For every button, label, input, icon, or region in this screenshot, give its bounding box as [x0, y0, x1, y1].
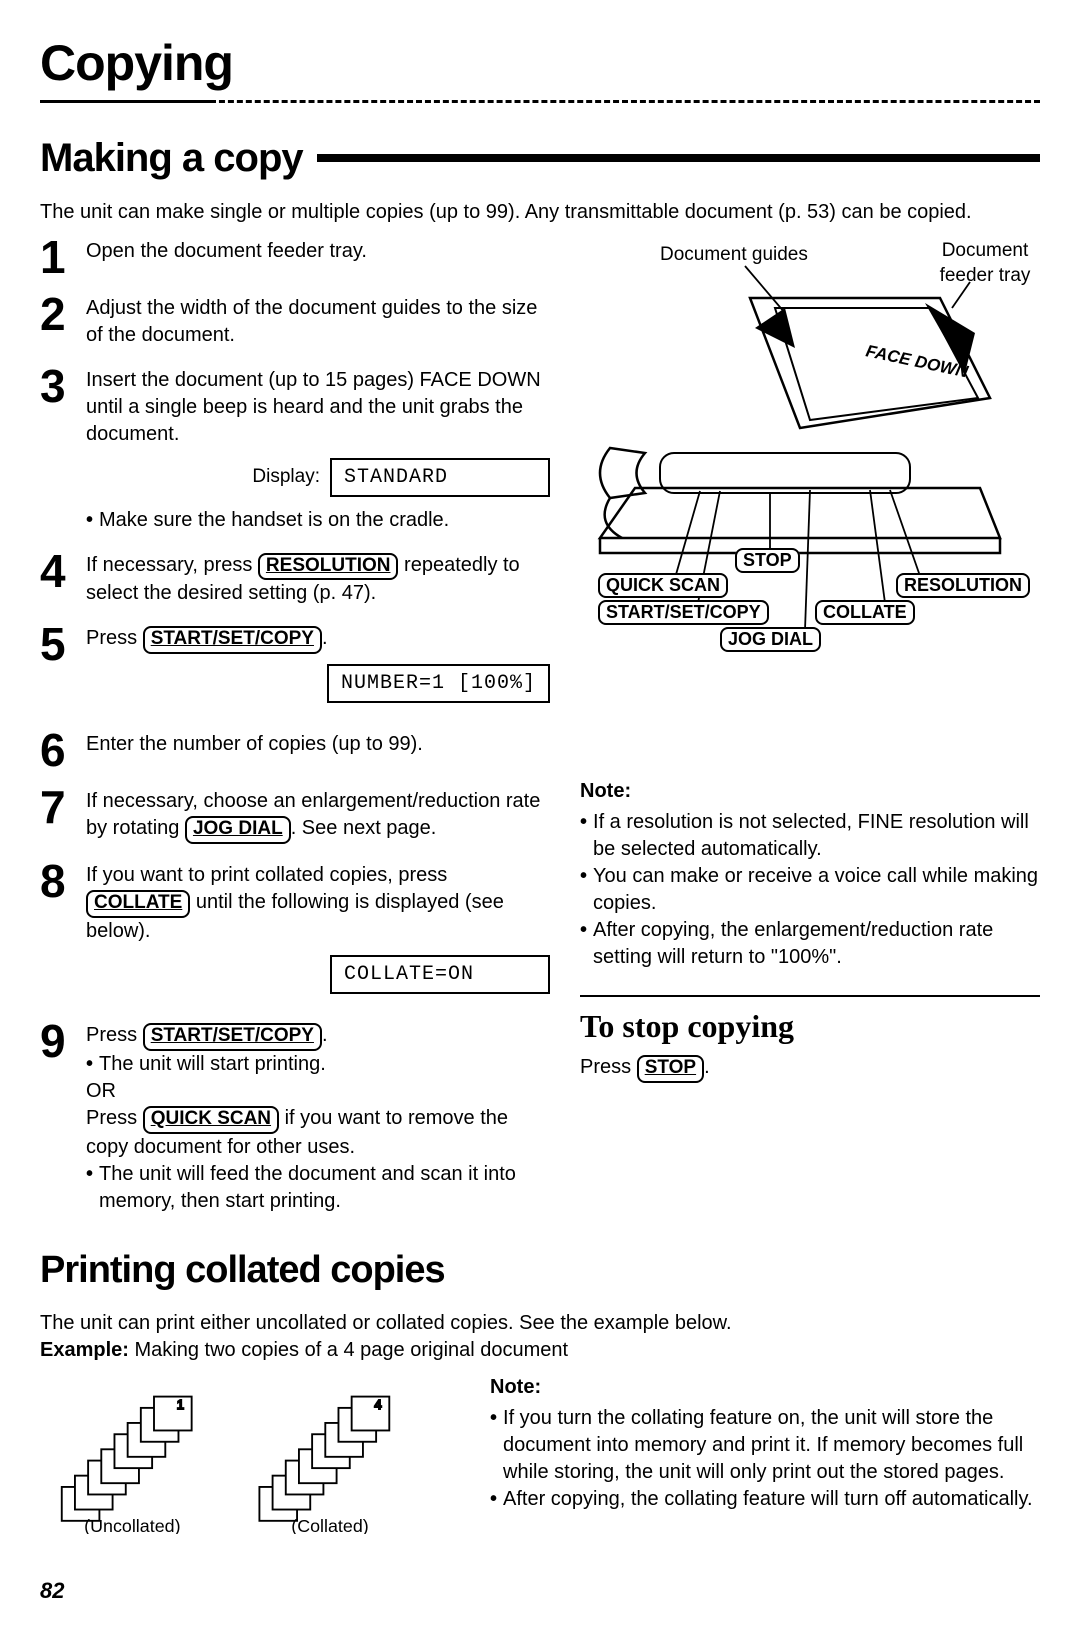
step-2: Adjust the width of the document guides … [86, 295, 550, 349]
title-underline [40, 100, 1040, 103]
step-6: Enter the number of copies (up to 99). [86, 731, 550, 770]
collate-note-2: •After copying, the collating feature wi… [490, 1486, 1040, 1513]
step-5: Press START/SET/COPY. [86, 625, 550, 654]
step-num-8: 8 [40, 862, 74, 1004]
display-label: Display: [252, 464, 320, 490]
lbl-quick-scan: QUICK SCAN [598, 573, 728, 598]
step-num-6: 6 [40, 731, 74, 770]
lbl-jog-dial: JOG DIAL [720, 627, 821, 652]
collate-note-title: Note: [490, 1374, 1040, 1401]
right-note-3: •After copying, the enlargement/reductio… [580, 917, 1040, 971]
key-start-set-copy: START/SET/COPY [143, 626, 322, 654]
lbl-collate: COLLATE [815, 600, 915, 625]
step-num-5: 5 [40, 625, 74, 713]
step-3-note: •Make sure the handset is on the cradle. [86, 507, 550, 534]
right-note-2: •You can make or receive a voice call wh… [580, 863, 1040, 917]
section-title-text: Making a copy [40, 131, 303, 185]
display-collate: COLLATE=ON [330, 955, 550, 994]
intro-text: The unit can make single or multiple cop… [40, 199, 1040, 226]
lbl-resolution: RESOLUTION [896, 573, 1030, 598]
label-doc-guides: Document guides [660, 242, 808, 268]
section-collated-title: Printing collated copies [40, 1245, 1040, 1296]
step-num-4: 4 [40, 552, 74, 608]
right-note-1: •If a resolution is not selected, FINE r… [580, 809, 1040, 863]
page-title: Copying [40, 30, 1040, 98]
display-number: NUMBER=1 [100%] [327, 664, 550, 703]
collate-note-1: •If you turn the collating feature on, t… [490, 1405, 1040, 1486]
key-resolution: RESOLUTION [258, 553, 399, 581]
stop-copying-text: Press STOP. [580, 1054, 1040, 1083]
key-stop: STOP [637, 1055, 704, 1083]
step-9: Press START/SET/COPY. •The unit will sta… [86, 1022, 550, 1215]
svg-text:1: 1 [177, 1397, 184, 1412]
right-note-title: Note: [580, 778, 1040, 805]
step-7: If necessary, choose an enlargement/redu… [86, 788, 550, 844]
key-jog-dial: JOG DIAL [185, 816, 291, 844]
key-collate: COLLATE [86, 890, 190, 918]
collated-label: (Collated) [291, 1516, 369, 1534]
lbl-start-set-copy: START/SET/COPY [598, 600, 769, 625]
step-num-7: 7 [40, 788, 74, 844]
step-3: Insert the document (up to 15 pages) FAC… [86, 367, 550, 448]
stop-copying-title: To stop copying [580, 1005, 1040, 1048]
step-1: Open the document feeder tray. [86, 238, 550, 277]
step-num-9: 9 [40, 1022, 74, 1215]
collate-diagrams: 4 4 3 3 2 2 1 1 (Uncollated) 1 2 3 4 1 2… [40, 1374, 460, 1542]
label-feeder-tray: Document feeder tray [930, 238, 1040, 289]
divider [580, 995, 1040, 997]
lbl-stop: STOP [735, 548, 800, 573]
device-illustration: Document guides Document feeder tray FAC… [580, 238, 1040, 648]
step-num-3: 3 [40, 367, 74, 534]
right-column: Document guides Document feeder tray FAC… [580, 238, 1040, 1215]
key-start-set-copy-2: START/SET/COPY [143, 1023, 322, 1051]
page-number: 82 [40, 1576, 1040, 1606]
svg-text:4: 4 [374, 1397, 381, 1412]
step-8: If you want to print collated copies, pr… [86, 862, 550, 945]
steps-column: 1 Open the document feeder tray. 2 Adjus… [40, 238, 550, 1215]
collate-example: Example: Making two copies of a 4 page o… [40, 1337, 1040, 1364]
key-quick-scan: QUICK SCAN [143, 1106, 279, 1134]
step-4: If necessary, press RESOLUTION repeatedl… [86, 552, 550, 608]
section-making-a-copy: Making a copy [40, 131, 1040, 185]
step-num-2: 2 [40, 295, 74, 349]
uncollated-label: (Uncollated) [84, 1516, 180, 1534]
collate-notes: Note: •If you turn the collating feature… [490, 1374, 1040, 1513]
display-standard: STANDARD [330, 458, 550, 497]
collate-intro: The unit can print either uncollated or … [40, 1310, 1040, 1337]
step-num-1: 1 [40, 238, 74, 277]
